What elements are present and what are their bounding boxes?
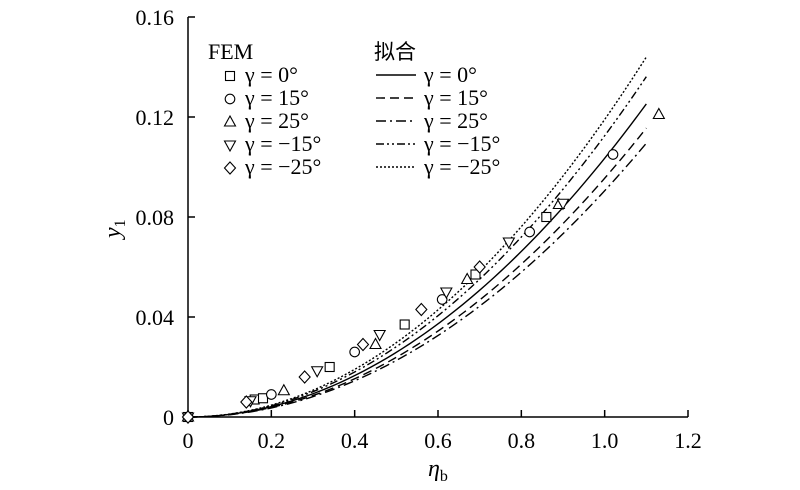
legend-fem-title: FEM [208, 39, 253, 64]
legend: FEM 拟合 γ = 0°γ = 15°γ = 25°γ = −15°γ = −… [208, 39, 500, 179]
fem-point [181, 410, 195, 424]
y-tick-label: 0 [163, 405, 174, 430]
x-axis-label: ηb [428, 456, 448, 485]
fem-point [356, 337, 370, 352]
fit-line [187, 142, 647, 418]
fem-point [369, 337, 382, 350]
fem-point [223, 114, 237, 127]
x-tick-label: 1.0 [591, 428, 619, 453]
fem-point [277, 383, 291, 396]
legend-fem-label: γ = −25° [244, 154, 321, 179]
fem-markers [181, 107, 666, 425]
fem-point [265, 389, 277, 400]
fit-line [187, 127, 647, 418]
fem-point [223, 140, 237, 153]
axis-labels: ηb y1 [100, 219, 448, 485]
fem-point [607, 149, 619, 160]
fem-point [324, 361, 335, 373]
fem-point [224, 93, 236, 105]
fem-point [223, 161, 237, 175]
legend-fit-label: γ = −25° [423, 154, 500, 179]
fem-point [460, 272, 474, 285]
x-tick-label: 0.2 [258, 428, 286, 453]
x-tick-label: 0 [183, 428, 194, 453]
legend-fit-label: γ = 25° [423, 108, 488, 133]
fem-point [240, 395, 253, 409]
legend-fem-label: γ = 15° [244, 85, 309, 110]
x-axis: 0 0.2 0.4 0.6 0.8 1.0 1.2 [183, 410, 702, 453]
y-tick-label: 0.08 [136, 205, 175, 230]
fem-point [310, 366, 324, 378]
fem-point [257, 393, 269, 404]
fem-point [436, 294, 448, 305]
legend-fem-label: γ = 25° [244, 108, 309, 133]
y-tick-label: 0.16 [136, 5, 175, 30]
fem-point [439, 287, 453, 300]
fem-point [556, 198, 570, 211]
fem-point [415, 302, 428, 317]
x-tick-label: 0.4 [341, 428, 369, 453]
y-tick-label: 0.12 [136, 105, 175, 130]
legend-fit-label: γ = 0° [423, 62, 477, 87]
fem-point [502, 237, 516, 250]
fem-point [652, 107, 666, 120]
y-tick-label: 0.04 [136, 305, 175, 330]
y-axis-label: y1 [100, 219, 129, 240]
x-tick-label: 0.6 [424, 428, 452, 453]
fem-point [298, 370, 311, 384]
fem-point [524, 226, 536, 238]
fem-point [399, 319, 410, 330]
fem-point [473, 260, 486, 274]
fit-line [187, 56, 647, 418]
fem-point [373, 329, 387, 342]
x-tick-label: 0.8 [508, 428, 536, 453]
legend-fit-label: γ = 15° [423, 85, 488, 110]
legend-fit-title: 拟合 [374, 40, 416, 64]
x-tick-label: 1.2 [674, 428, 702, 453]
fem-point [349, 346, 361, 358]
fit-lines [187, 56, 647, 418]
fit-line [187, 76, 647, 418]
y-axis: 0 0.04 0.08 0.12 0.16 [136, 5, 195, 430]
legend-fem-label: γ = −15° [244, 131, 321, 156]
fem-point [541, 211, 552, 223]
fem-point [470, 269, 481, 280]
legend-fit-label: γ = −15° [423, 131, 500, 156]
legend-fem-label: γ = 0° [244, 62, 298, 87]
fem-point [224, 70, 236, 82]
